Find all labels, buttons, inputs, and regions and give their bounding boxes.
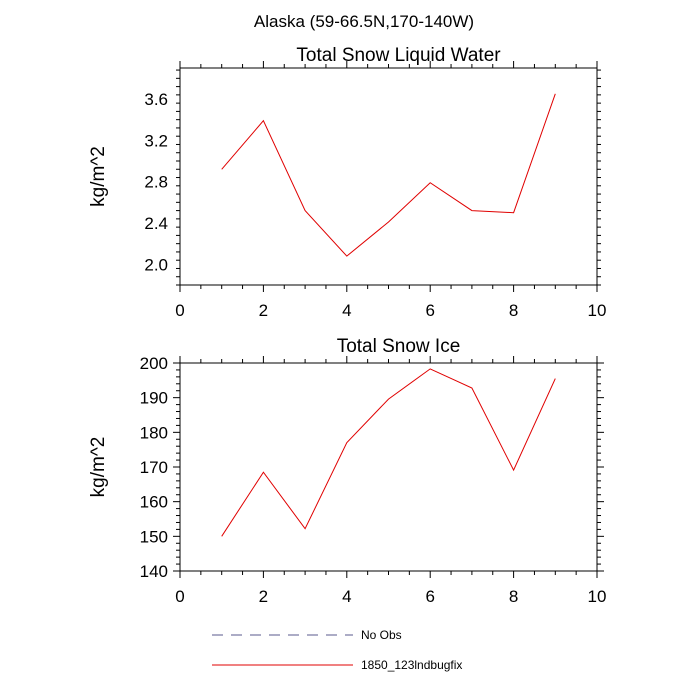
y-tick-label-ice: 180 bbox=[140, 423, 168, 442]
y-axis-label-ice: kg/m^2 bbox=[88, 437, 109, 498]
x-tick-label-ice: 8 bbox=[509, 587, 518, 606]
x-tick-label-ice: 10 bbox=[588, 587, 607, 606]
y-tick-label-liquid: 3.2 bbox=[144, 131, 168, 150]
y-tick-label-liquid: 3.6 bbox=[144, 90, 168, 109]
legend-label-1850-123lndbugfix: 1850_123lndbugfix bbox=[361, 658, 462, 672]
y-tick-label-ice: 170 bbox=[140, 458, 168, 477]
y-axis-label-liquid: kg/m^2 bbox=[88, 146, 109, 207]
y-tick-label-liquid: 2.0 bbox=[144, 255, 168, 274]
x-tick-label-liquid: 2 bbox=[259, 301, 268, 320]
series-line-ice bbox=[221, 368, 556, 537]
chart-title-liquid: Total Snow Liquid Water bbox=[296, 45, 501, 66]
figure-title: Alaska (59-66.5N,170-140W) bbox=[254, 12, 474, 31]
y-tick-label-ice: 140 bbox=[140, 562, 168, 581]
y-tick-label-liquid: 2.4 bbox=[144, 214, 168, 233]
y-tick-label-ice: 150 bbox=[140, 527, 168, 546]
x-tick-label-ice: 6 bbox=[425, 587, 434, 606]
x-tick-label-ice: 0 bbox=[175, 587, 184, 606]
x-tick-label-liquid: 8 bbox=[509, 301, 518, 320]
x-tick-label-ice: 2 bbox=[259, 587, 268, 606]
x-tick-label-ice: 4 bbox=[342, 587, 351, 606]
panel-snow-liquid-water: Total Snow Liquid Water 0 2 4 6 8 10 2.0 2.4 2.8 3… bbox=[88, 45, 606, 320]
series-line-liquid bbox=[221, 93, 556, 257]
x-tick-label-liquid: 4 bbox=[342, 301, 351, 320]
legend: No Obs 1850_123lndbugfix bbox=[212, 628, 462, 672]
x-tick-label-liquid: 0 bbox=[175, 301, 184, 320]
y-tick-label-ice: 200 bbox=[140, 354, 168, 373]
plot-frame-ice bbox=[179, 362, 598, 572]
chart-title-ice: Total Snow Ice bbox=[337, 336, 461, 357]
plot-frame-liquid bbox=[179, 67, 598, 286]
y-tick-label-ice: 160 bbox=[140, 493, 168, 512]
x-tick-label-liquid: 10 bbox=[588, 301, 607, 320]
y-tick-label-ice: 190 bbox=[140, 389, 168, 408]
y-tick-label-liquid: 2.8 bbox=[144, 173, 168, 192]
x-tick-label-liquid: 6 bbox=[425, 301, 434, 320]
legend-label-no-obs: No Obs bbox=[361, 628, 402, 642]
panel-snow-ice: Total Snow Ice 0 2 4 6 8 10 140 150 160 170 180 190 2… bbox=[88, 336, 606, 606]
